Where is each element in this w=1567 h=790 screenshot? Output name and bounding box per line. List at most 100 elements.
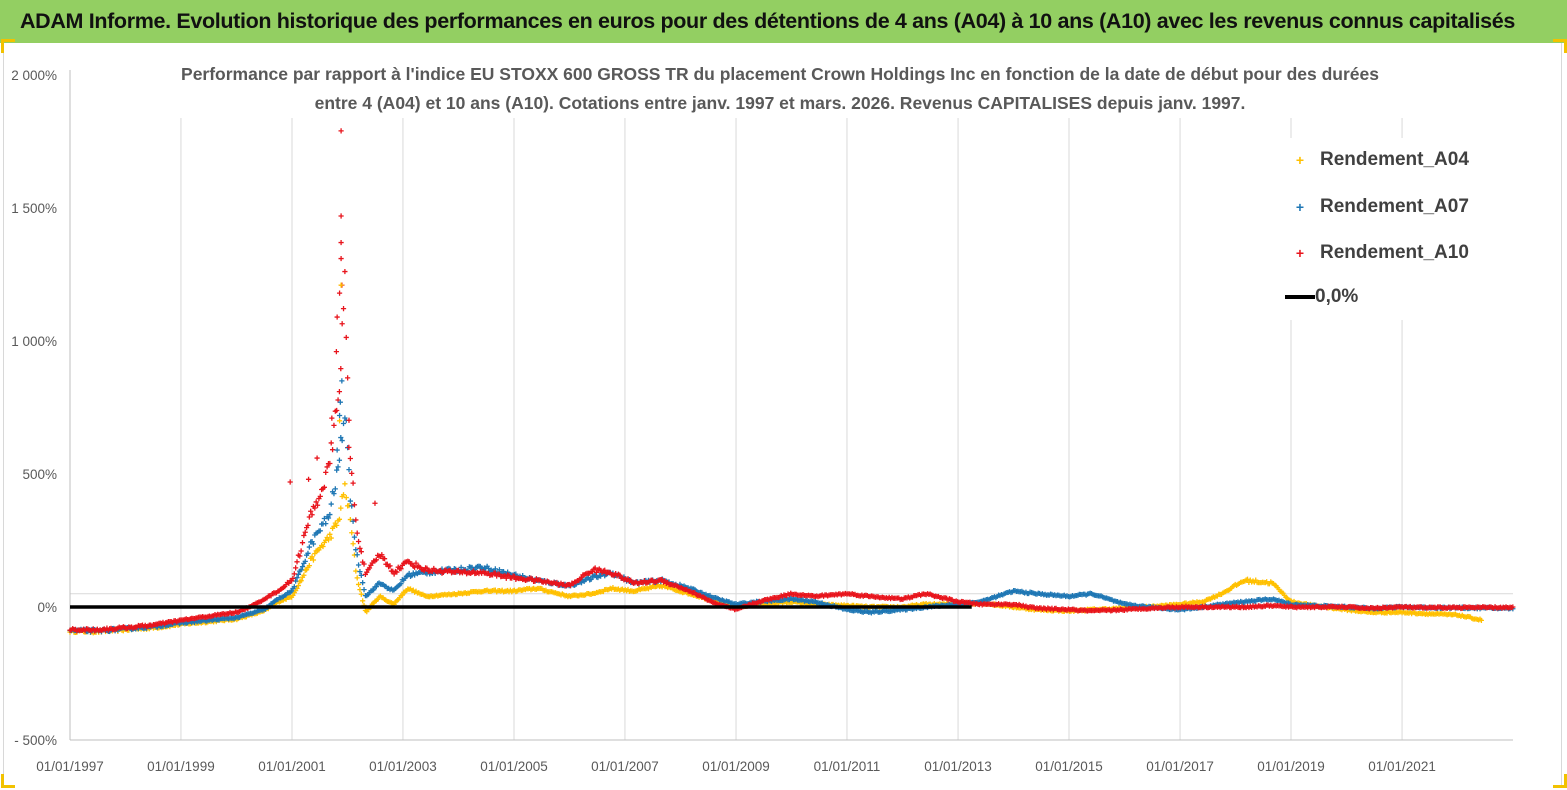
rendement-a04-point [301, 572, 307, 578]
rendement-a10-point [366, 565, 373, 571]
rendement-a10-point [329, 447, 336, 453]
x-tick-label: 01/01/2017 [1146, 759, 1214, 774]
rendement-a10-point [554, 579, 560, 586]
rendement-a07-point [360, 580, 366, 586]
rendement-a04-point [1478, 617, 1484, 623]
y-tick-label: - 500% [14, 733, 57, 748]
rendement-a10-point [592, 565, 598, 571]
rendement-a10-point [331, 422, 337, 428]
rendement-a10-outlier-point [346, 444, 352, 450]
rendement-a07-point [398, 581, 404, 587]
rendement-a10-point [431, 565, 437, 572]
rendement-a10-point [394, 569, 400, 575]
plus-marker-icon: + [1295, 245, 1305, 261]
x-tick-label: 01/01/2003 [369, 759, 437, 774]
legend-item-a04: + Rendement_A04 [1280, 145, 1469, 175]
rendement-a10-point [286, 580, 292, 586]
y-tick-label: 0% [37, 600, 57, 615]
rendement-a10-point [350, 480, 356, 486]
x-tick-label: 01/01/1997 [36, 759, 104, 774]
rendement-a07-point [485, 565, 492, 571]
x-tick-label: 01/01/2009 [702, 759, 770, 774]
rendement-a10-point [398, 566, 404, 572]
x-tick-label: 01/01/2013 [924, 759, 992, 774]
rendement-a10-point [373, 557, 379, 563]
rendement-a10-outlier-point [338, 255, 344, 262]
rendement-a07-point [332, 486, 338, 492]
rendement-a10-point [346, 417, 352, 423]
rendement-a10-outlier-point [329, 415, 335, 421]
rendement-a07-point [331, 490, 337, 497]
rendement-a04-point [336, 516, 343, 522]
rendement-a10-point [312, 505, 318, 511]
rendement-a10-outlier-point [287, 479, 293, 485]
rendement-a07-point [578, 580, 585, 586]
legend-item-a10: + Rendement_A10 [1280, 238, 1469, 268]
rendement-a07-point [334, 467, 340, 473]
selection-handle-bottom-right[interactable] [1553, 774, 1567, 788]
rendement-a10-outlier-point [336, 290, 343, 296]
rendement-a10-point [357, 545, 363, 551]
rendement-a10-point [379, 552, 385, 558]
rendement-a04-point [354, 575, 360, 581]
rendement-a07-point [305, 550, 311, 556]
rendement-a10-outlier-point [314, 455, 320, 461]
selection-handle-top-right[interactable] [1553, 39, 1567, 53]
rendement-a10-point [347, 455, 353, 462]
rendement-a10-point [354, 530, 360, 536]
rendement-a04-point [338, 505, 344, 511]
rendement-a04-point [298, 578, 304, 584]
plus-marker-icon: + [1295, 199, 1305, 215]
rendement-a10-point [343, 334, 349, 341]
rendement-a07-outlier-point [339, 378, 345, 384]
rendement-a10-point [298, 548, 304, 554]
rendement-a04-point [347, 516, 353, 523]
rendement-a07-point [349, 503, 355, 509]
x-tick-label: 01/01/2005 [480, 759, 548, 774]
report-header: ADAM Informe. Evolution historique des p… [0, 0, 1567, 43]
rendement-a07-point [317, 528, 323, 534]
rendement-a07-point [306, 544, 312, 550]
rendement-a04-point [1244, 576, 1251, 582]
rendement-a07-point [373, 584, 379, 590]
rendement-a04-point [295, 583, 301, 589]
rendement-a10-point [290, 575, 296, 582]
x-tick-label: 01/01/2021 [1368, 759, 1436, 774]
rendement-a04-outlier-point [336, 418, 343, 424]
rendement-a10-point [308, 508, 314, 514]
rendement-a07-point [353, 547, 359, 553]
rendement-a04-point [312, 550, 318, 557]
rendement-a10-point [305, 522, 311, 528]
rendement-a10-point [617, 572, 623, 578]
rendement-a10-point [413, 560, 419, 566]
chart-title: Performance par rapport à l'indice EU ST… [150, 60, 1410, 118]
legend-label-a04: Rendement_A04 [1320, 149, 1469, 170]
selection-handle-top-left[interactable] [1, 39, 15, 53]
rendement-a04-point [340, 492, 347, 498]
rendement-a10-outlier-point [338, 128, 344, 134]
rendement-a10-outlier-point [333, 349, 339, 355]
rendement-a07-point [361, 587, 367, 593]
rendement-a07-point [298, 567, 304, 573]
rendement-a10-point [511, 573, 518, 579]
rendement-a04-point [343, 494, 349, 501]
report-title: ADAM Informe. Evolution historique des p… [20, 9, 1515, 33]
rendement-a10-point [321, 484, 327, 490]
rendement-a07-point [358, 572, 364, 578]
rendement-a07-point [323, 520, 329, 527]
rendement-a07-point [354, 552, 360, 558]
rendement-a10-point [351, 502, 358, 508]
rendement-a10-outlier-point [338, 213, 344, 219]
chart-title-line-1: Performance par rapport à l'indice EU ST… [181, 64, 1379, 84]
rendement-a10-outlier-point [338, 239, 344, 246]
rendement-a10-point [1510, 604, 1516, 610]
rendement-a10-outlier-point [305, 476, 312, 482]
rendement-a07-outlier-point [334, 447, 340, 453]
rendement-a10-point [602, 567, 608, 573]
x-tick-label: 01/01/2015 [1035, 759, 1103, 774]
rendement-a10-outlier-point [334, 314, 340, 320]
rendement-a10-point [358, 549, 364, 555]
selection-handle-bottom-left[interactable] [1, 774, 15, 788]
legend-label-a10: Rendement_A10 [1320, 242, 1469, 263]
